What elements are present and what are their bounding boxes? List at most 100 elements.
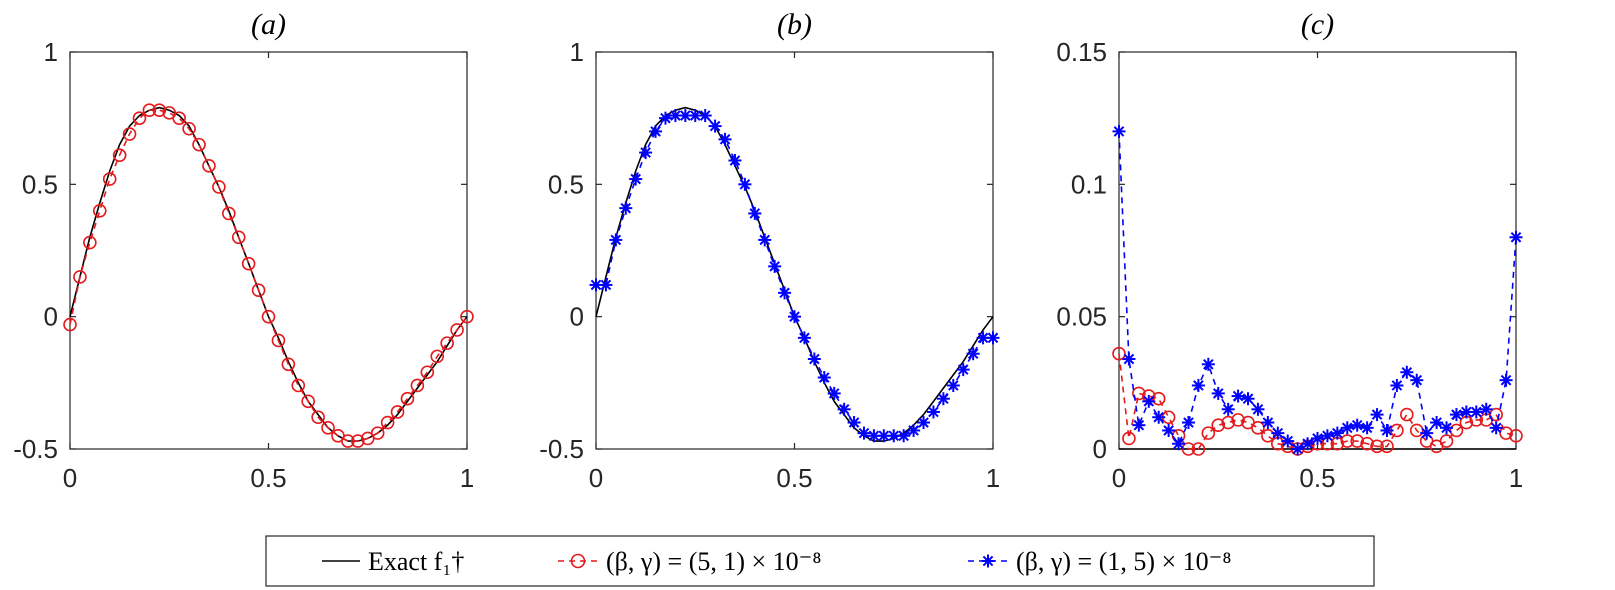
data-point-star bbox=[788, 310, 801, 324]
series-line-0 bbox=[69, 106, 468, 442]
legend: Exact f₁† (β, γ) = (5, 1) × 10⁻⁸ (β, γ) … bbox=[265, 535, 1375, 587]
data-point-star bbox=[758, 233, 772, 247]
data-point-star bbox=[728, 154, 742, 168]
data-point-star bbox=[768, 259, 782, 273]
data-point-star bbox=[1320, 429, 1334, 443]
y-tick-label: 0.05 bbox=[1056, 302, 1107, 332]
data-point-star bbox=[936, 392, 950, 406]
data-point-circle bbox=[1251, 421, 1265, 435]
data-point-star bbox=[817, 371, 831, 385]
data-point-star bbox=[1420, 426, 1434, 440]
data-point-star bbox=[718, 132, 732, 146]
data-point-circle bbox=[63, 317, 77, 332]
data-point-circle bbox=[1261, 428, 1275, 443]
y-tick-label: 0.5 bbox=[548, 169, 584, 199]
panel-title: (a) bbox=[251, 8, 286, 41]
y-tick-label: 1 bbox=[44, 37, 58, 67]
data-point-circle bbox=[152, 103, 167, 118]
x-tick-label: 1 bbox=[460, 463, 474, 493]
panel-c: (c) 0 0.5 1 0 0.05 0.1 0.15 bbox=[1056, 8, 1523, 493]
y-tick-label: 0.15 bbox=[1056, 37, 1107, 67]
data-point-circle bbox=[182, 121, 196, 136]
axes-box bbox=[595, 51, 994, 450]
data-point-circle bbox=[122, 127, 137, 141]
data-point-circle bbox=[1340, 434, 1355, 448]
data-point-circle bbox=[380, 415, 395, 430]
x-tick-label: 1 bbox=[1509, 463, 1523, 493]
data-point-star bbox=[589, 278, 603, 292]
data-point-circle bbox=[1489, 407, 1503, 422]
data-point-star bbox=[1440, 421, 1454, 435]
data-point-circle bbox=[1350, 434, 1364, 448]
data-point-circle bbox=[1370, 439, 1384, 454]
data-point-star bbox=[658, 111, 672, 125]
data-point-circle bbox=[440, 336, 454, 350]
data-point-star bbox=[678, 109, 692, 123]
data-point-circle bbox=[321, 421, 335, 435]
data-point-star bbox=[857, 426, 871, 440]
x-tick-label: 0.5 bbox=[776, 463, 812, 493]
data-point-star bbox=[778, 286, 792, 300]
data-point-star bbox=[1360, 421, 1374, 435]
data-point-star bbox=[1479, 402, 1493, 416]
data-point-star bbox=[1469, 405, 1483, 419]
data-point-star bbox=[1261, 416, 1275, 430]
data-point-circle bbox=[271, 333, 286, 348]
y-tick-label: 1 bbox=[570, 37, 584, 67]
series-line-1 bbox=[1118, 353, 1517, 450]
data-point-circle bbox=[390, 405, 405, 419]
data-point-star bbox=[1489, 421, 1503, 435]
data-point-star bbox=[807, 352, 821, 366]
panel-b: (b)0 0.5 1-0.500.51 bbox=[539, 8, 1000, 493]
data-point-star bbox=[956, 363, 970, 377]
x-tick-label: 0 bbox=[63, 463, 77, 493]
x-tick-label: 0.5 bbox=[1299, 463, 1335, 493]
data-point-circle bbox=[212, 180, 226, 194]
data-point-star bbox=[897, 429, 911, 443]
data-point-circle bbox=[92, 204, 107, 218]
data-point-star bbox=[599, 278, 613, 292]
data-point-circle bbox=[251, 283, 266, 298]
data-point-circle bbox=[1449, 423, 1464, 438]
data-point-star bbox=[619, 201, 633, 215]
data-point-star bbox=[966, 347, 980, 361]
data-point-star bbox=[1112, 124, 1126, 138]
legend-marker-red bbox=[570, 553, 586, 569]
legend-label-exact: Exact f₁† bbox=[368, 547, 464, 576]
axes-box bbox=[1118, 51, 1517, 450]
data-point-circle bbox=[192, 137, 206, 152]
data-point-star bbox=[688, 109, 702, 123]
axes-box bbox=[69, 51, 468, 450]
series-line-2 bbox=[1118, 131, 1517, 450]
data-point-circle bbox=[261, 309, 276, 324]
data-point-circle bbox=[1201, 426, 1216, 440]
data-point-circle bbox=[430, 349, 445, 364]
data-point-circle bbox=[301, 394, 316, 409]
panel-title: (b) bbox=[777, 8, 812, 41]
data-point-star bbox=[1201, 357, 1215, 371]
series-line-0 bbox=[595, 106, 994, 442]
data-point-circle bbox=[450, 323, 464, 337]
data-point-circle bbox=[281, 357, 296, 372]
data-point-star bbox=[609, 233, 623, 247]
x-tick-label: 0.5 bbox=[250, 463, 286, 493]
data-point-circle bbox=[1191, 442, 1206, 456]
y-tick-label: 0.5 bbox=[22, 169, 58, 199]
x-tick-label: 1 bbox=[986, 463, 1000, 493]
data-point-circle bbox=[370, 426, 385, 440]
data-point-star bbox=[1330, 426, 1344, 440]
data-point-circle bbox=[460, 309, 474, 324]
data-point-star bbox=[797, 331, 811, 345]
data-point-star bbox=[1162, 423, 1176, 437]
data-point-star bbox=[1410, 373, 1424, 387]
data-point-star bbox=[926, 405, 940, 419]
data-point-circle bbox=[400, 391, 415, 406]
data-point-star bbox=[1172, 437, 1186, 451]
data-point-star bbox=[827, 386, 841, 400]
data-point-star bbox=[639, 146, 653, 160]
data-point-circle bbox=[1400, 407, 1414, 422]
data-point-star bbox=[708, 119, 722, 133]
data-point-circle bbox=[1211, 418, 1226, 432]
data-point-star bbox=[946, 378, 960, 392]
data-point-star bbox=[1152, 410, 1166, 424]
